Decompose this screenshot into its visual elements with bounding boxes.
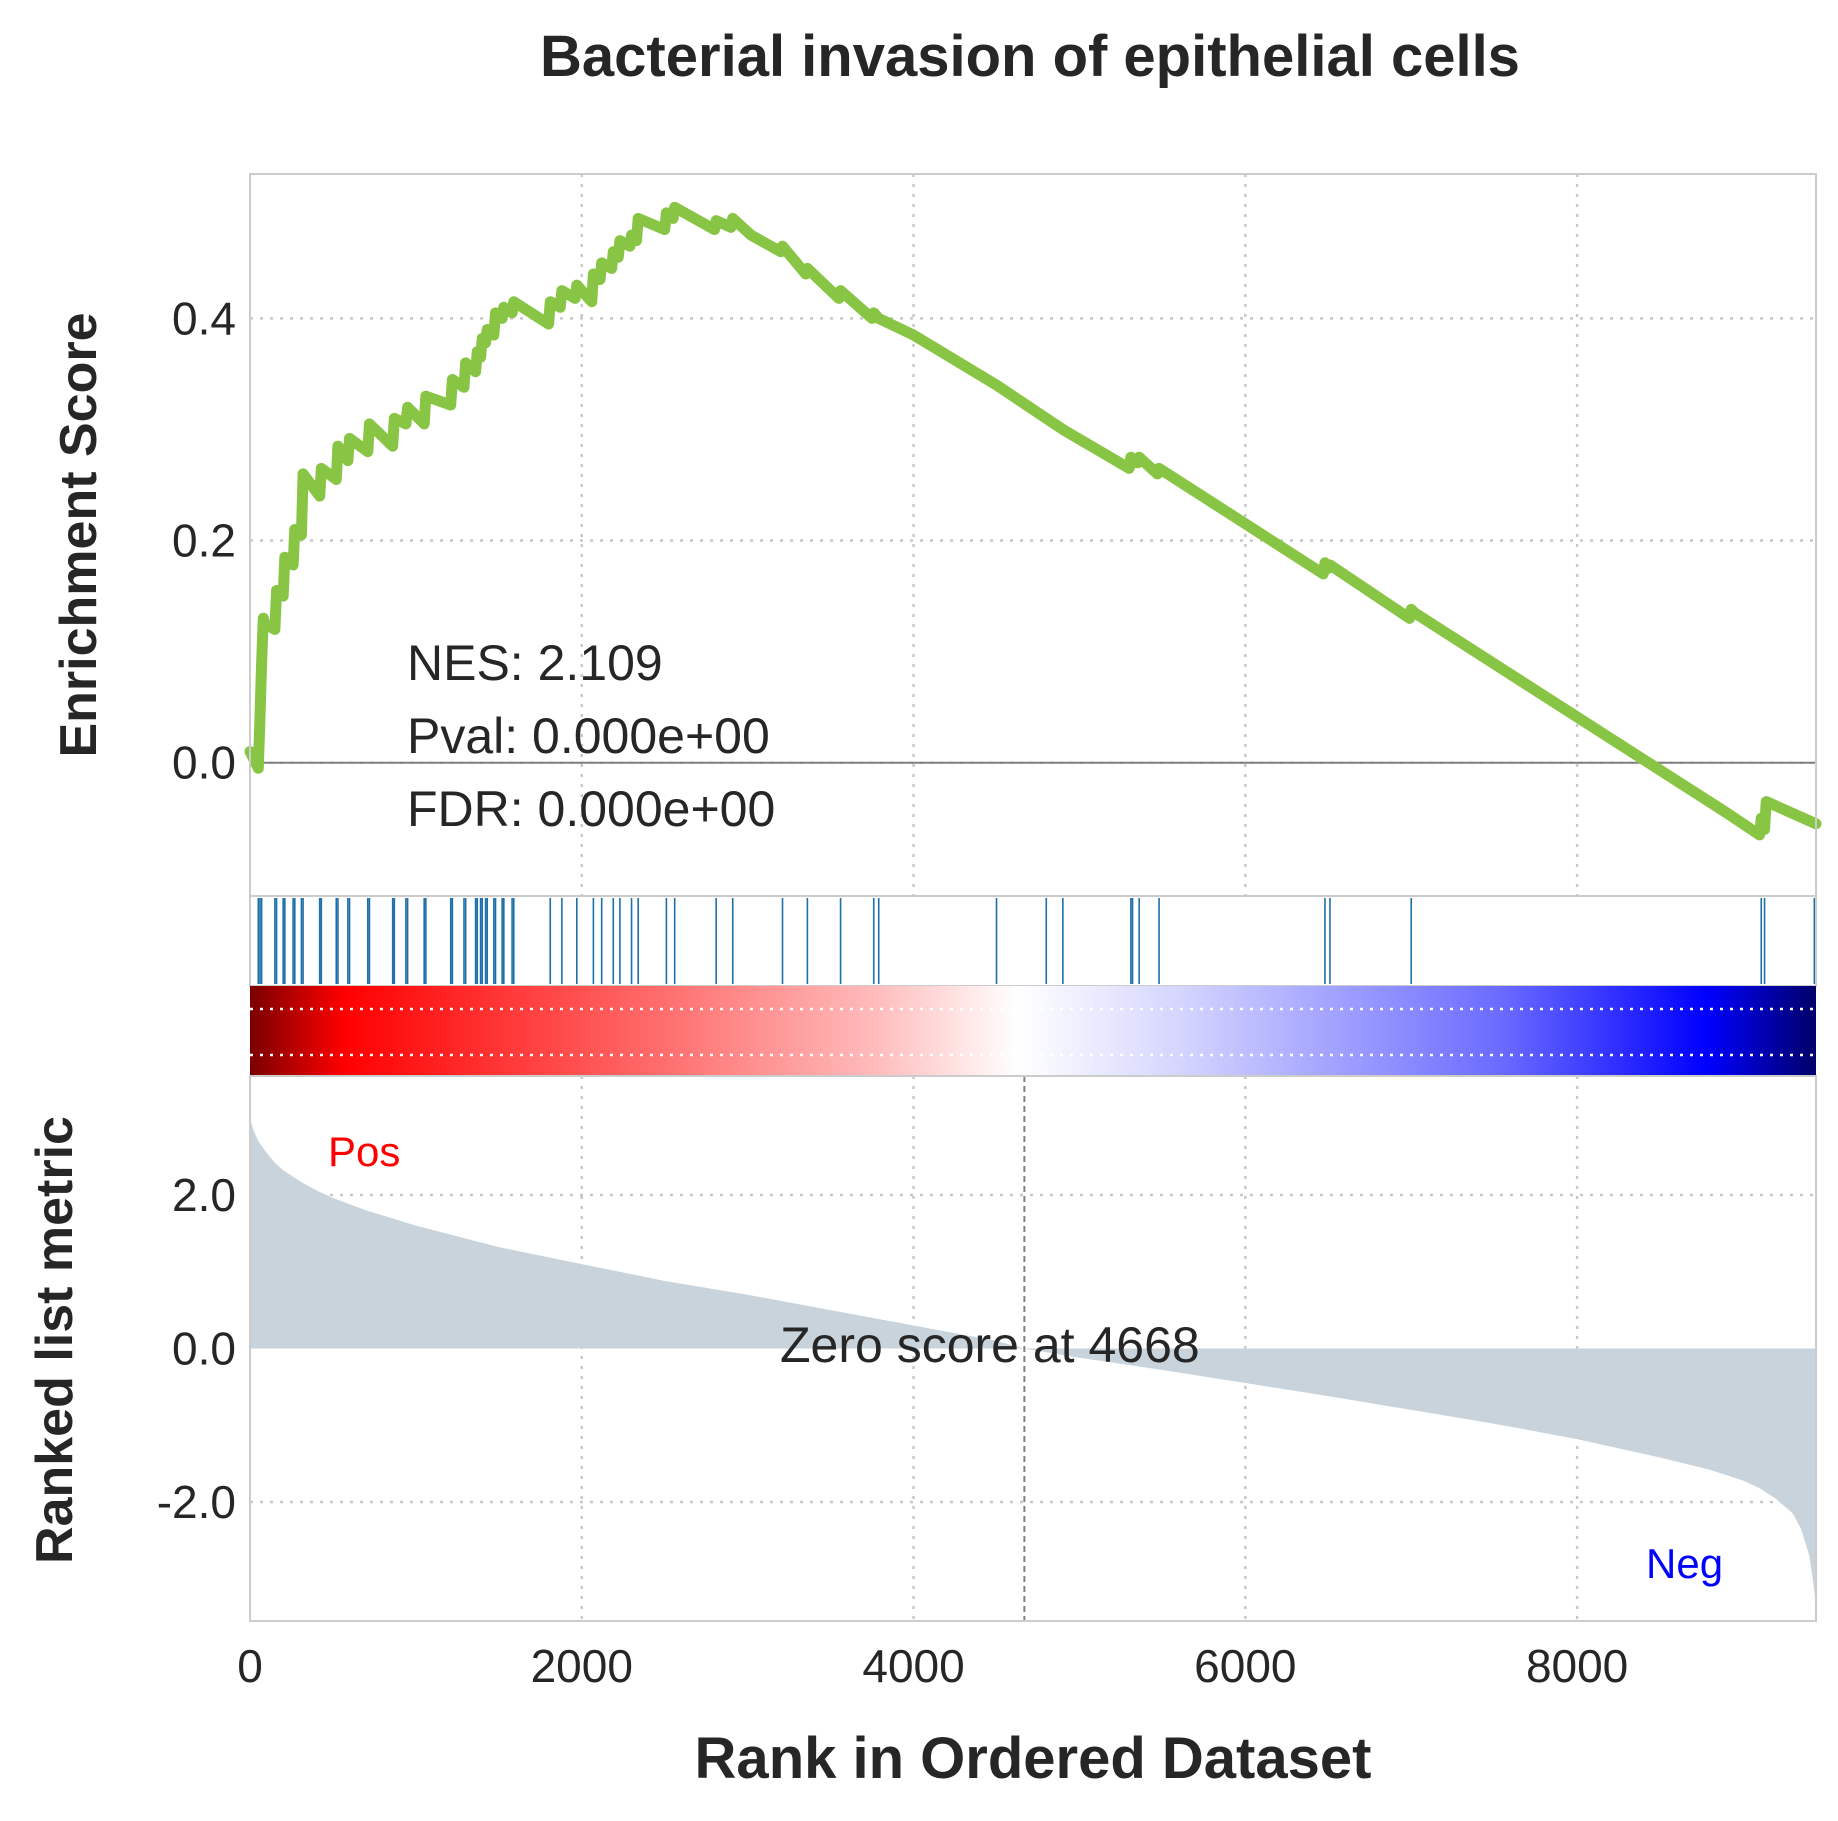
x-tick-0: 0 [237,1640,263,1692]
x-tick-4: 8000 [1526,1640,1628,1692]
x-tick-1: 2000 [531,1640,633,1692]
x-tick-2: 4000 [862,1640,964,1692]
rm-frame [249,1075,1817,1622]
rm-ytick-0: 2.0 [172,1169,236,1221]
rm-y-axis-label: Ranked list metric [26,1116,84,1564]
rm-ytick-2: -2.0 [157,1476,236,1528]
ranked-metric-panel: 2.0 0.0 -2.0 0 2000 4000 6000 8000 Pos Neg Zer… [26,1075,1817,1791]
es-y-tick-labels: 0.0 0.2 0.4 [172,292,236,788]
metric-area [250,1118,1816,1606]
pos-label: Pos [328,1128,400,1175]
hits-panel [249,895,1817,987]
enrichment-score-panel: 0.0 0.2 0.4 NES: 2.109 Pval: 0.000e+00 FDR… [50,173,1822,897]
fdr-label: FDR: 0.000e+00 [407,781,775,837]
chart-title: Bacterial invasion of epithelial cells [540,24,1520,89]
es-ytick-1: 0.2 [172,515,236,567]
x-axis-label: Rank in Ordered Dataset [695,1726,1372,1791]
es-ytick-0: 0.0 [172,737,236,789]
pval-label: Pval: 0.000e+00 [407,708,770,764]
hit-ticks [257,898,1816,984]
rm-y-tick-labels: 2.0 0.0 -2.0 [157,1169,236,1528]
zero-score-label: Zero score at 4668 [780,1317,1200,1373]
rank-colorbar [250,986,1816,1076]
rank-colorbar-panel [250,986,1816,1076]
rm-ytick-1: 0.0 [172,1323,236,1375]
es-ytick-2: 0.4 [172,292,236,344]
neg-label: Neg [1646,1540,1723,1587]
es-y-axis-label: Enrichment Score [50,312,108,757]
es-curve [244,201,1822,841]
nes-label: NES: 2.109 [407,635,663,691]
x-tick-3: 6000 [1194,1640,1296,1692]
rm-x-tick-labels: 0 2000 4000 6000 8000 [237,1640,1628,1692]
